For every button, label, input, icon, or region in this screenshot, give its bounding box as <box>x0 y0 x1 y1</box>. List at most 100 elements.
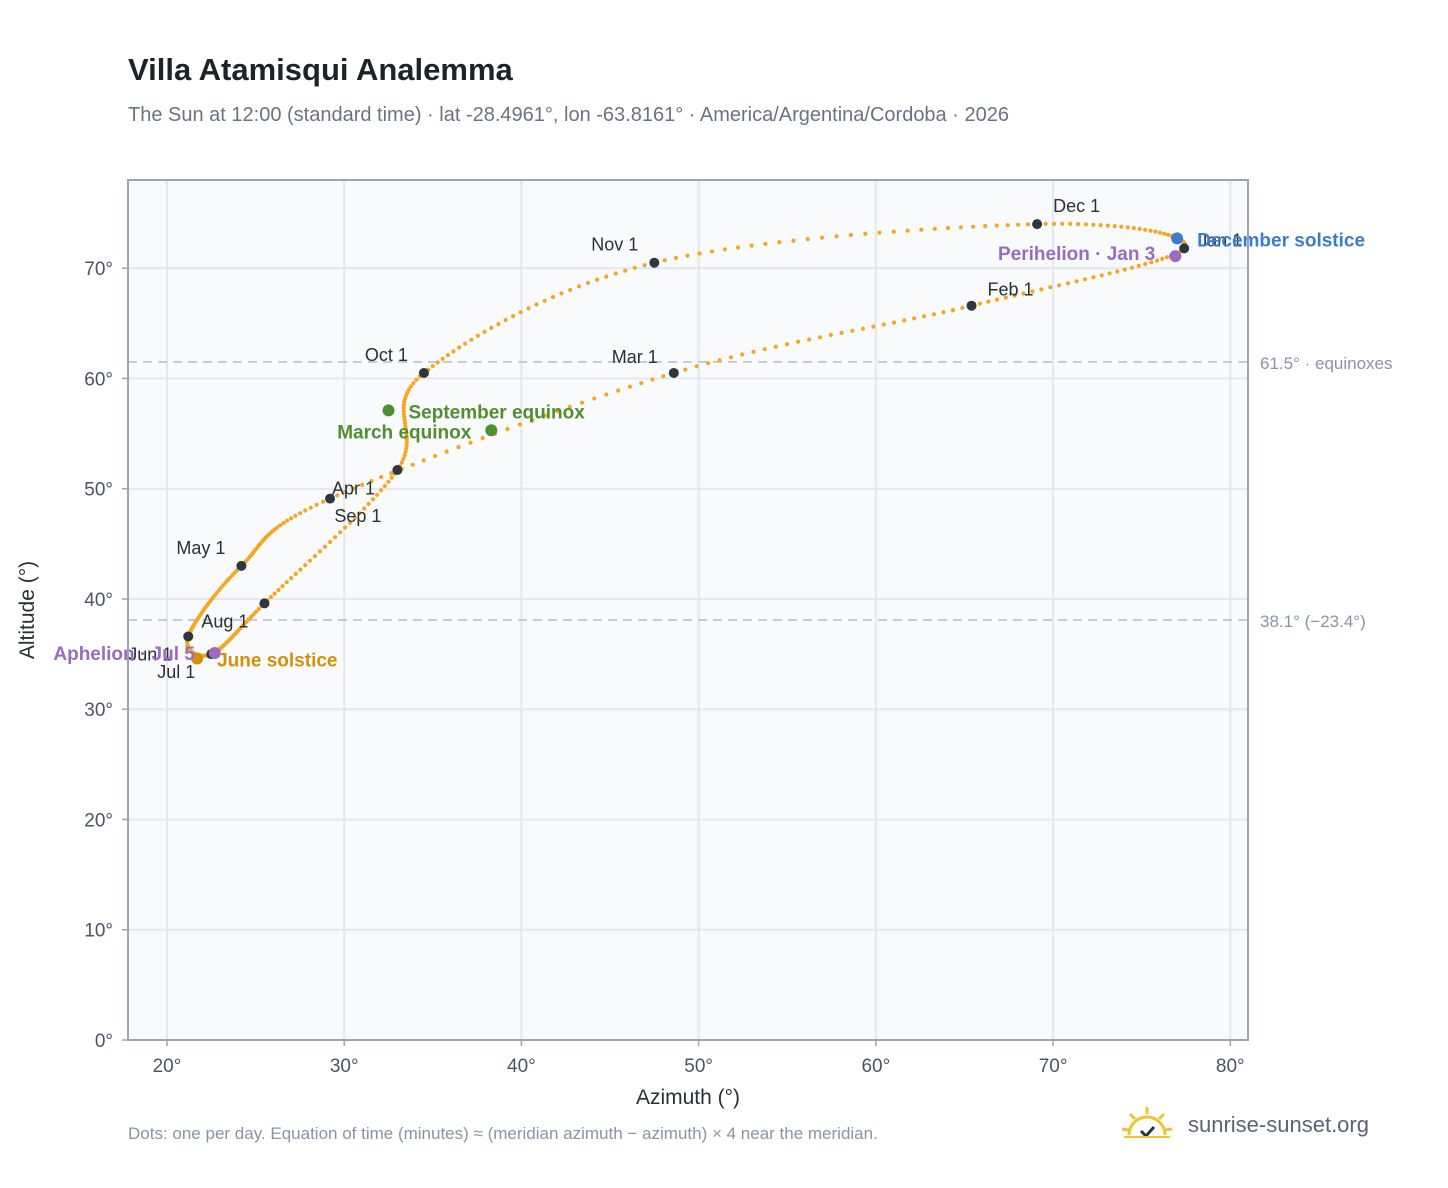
daily-dot <box>526 306 531 311</box>
y-axis-ticks: 0° 10° 20° 30° 40° 50° 60° 70° <box>84 259 128 1052</box>
daily-dot <box>1105 223 1110 228</box>
daily-dot <box>1083 277 1088 282</box>
month-marker <box>649 257 660 268</box>
daily-dot <box>489 325 494 330</box>
daily-dot <box>421 458 426 463</box>
daily-dot <box>280 584 285 589</box>
daily-dot <box>517 422 523 427</box>
brand-logo[interactable]: sunrise-sunset.org <box>1120 1100 1369 1150</box>
daily-dot <box>1099 273 1104 278</box>
x-tick-label: 20° <box>153 1056 182 1077</box>
daily-dot <box>685 253 690 258</box>
sun-logo-icon <box>1121 1107 1173 1139</box>
daily-dot <box>1162 231 1167 236</box>
daily-dot <box>435 360 440 365</box>
daily-dot <box>1136 263 1141 268</box>
daily-dot <box>303 563 308 568</box>
daily-dot <box>379 475 384 480</box>
daily-dot <box>791 238 796 243</box>
daily-dot <box>1091 222 1096 227</box>
month-marker <box>259 598 270 609</box>
daily-dot <box>740 352 745 357</box>
y-axis-label: Altitude (°) <box>16 561 39 659</box>
daily-dot <box>352 515 357 521</box>
daily-dot <box>432 453 438 459</box>
daily-dot <box>850 328 855 333</box>
daily-dot <box>1057 283 1062 288</box>
daily-dot <box>404 433 409 438</box>
daily-dot <box>891 229 896 234</box>
chart-subtitle: The Sun at 12:00 (standard time) · lat -… <box>128 104 1009 126</box>
x-tick-label: 80° <box>1216 1056 1245 1077</box>
y-tick-label: 20° <box>84 810 113 831</box>
daily-dot <box>510 314 516 319</box>
footnote: Dots: one per day. Equation of time (min… <box>128 1124 878 1143</box>
daily-dot <box>414 377 419 382</box>
daily-dot <box>278 523 283 528</box>
month-marker <box>966 300 977 311</box>
daily-dot <box>338 530 343 535</box>
daily-dot <box>1098 223 1103 228</box>
event-label: December solstice <box>1197 230 1365 251</box>
daily-dot <box>496 321 501 327</box>
daily-dot <box>555 409 560 414</box>
daily-dot <box>1048 285 1053 290</box>
daily-dot <box>722 247 728 252</box>
y-tick-label: 10° <box>84 921 113 942</box>
daily-dot <box>1125 225 1130 230</box>
daily-dot <box>404 430 409 435</box>
plot-frame <box>127 179 1249 1041</box>
daily-dot <box>451 349 456 354</box>
x-tick-label: 60° <box>861 1056 890 1077</box>
daily-dot <box>673 255 679 260</box>
daily-dot <box>1154 258 1160 263</box>
daily-dot <box>595 277 600 282</box>
daily-dot <box>902 318 907 323</box>
month-marker-label: May 1 <box>176 538 225 558</box>
daily-dot <box>1016 222 1021 227</box>
daily-dot <box>941 310 946 315</box>
daily-dot <box>1060 221 1065 226</box>
daily-dot <box>1166 232 1171 237</box>
y-tick-label: 30° <box>84 700 113 721</box>
daily-dot <box>817 335 823 340</box>
daily-dot <box>931 312 937 317</box>
daily-dot <box>328 539 333 545</box>
daily-dot <box>410 462 415 467</box>
event-label: Aphelion · Jul 5 <box>53 644 195 665</box>
daily-dot <box>307 558 313 563</box>
x-tick-label: 70° <box>1039 1056 1068 1077</box>
daily-dot <box>402 453 407 458</box>
daily-dot <box>1164 255 1170 260</box>
daily-dot <box>1074 279 1079 284</box>
daily-dot <box>994 223 999 228</box>
month-marker <box>1032 219 1043 230</box>
daily-dot <box>281 520 286 526</box>
daily-dot <box>1122 267 1127 272</box>
daily-dot <box>661 374 666 379</box>
event-marker <box>382 404 395 417</box>
daily-dot <box>518 310 523 315</box>
daily-dot <box>530 417 535 423</box>
daily-dot <box>505 426 510 432</box>
daily-dot <box>268 594 274 600</box>
daily-dot <box>343 525 348 530</box>
daily-dot <box>322 544 328 549</box>
daily-dot <box>370 497 376 502</box>
daily-dot <box>303 508 308 513</box>
daily-dot <box>983 224 988 229</box>
daily-dot <box>585 280 591 286</box>
daily-dot <box>482 329 487 334</box>
daily-dot <box>994 297 1000 302</box>
daily-dot <box>312 554 318 559</box>
daily-dot <box>1083 222 1088 227</box>
daily-dot <box>950 308 956 313</box>
reference-line-label: 61.5° · equinoxes <box>1260 354 1393 373</box>
daily-dot <box>1160 256 1165 261</box>
daily-dot <box>1012 293 1017 298</box>
daily-dot <box>366 501 371 506</box>
daily-dot <box>403 449 408 454</box>
daily-dot <box>314 502 319 507</box>
daily-dot <box>1119 224 1124 229</box>
daily-dot <box>1039 287 1044 292</box>
